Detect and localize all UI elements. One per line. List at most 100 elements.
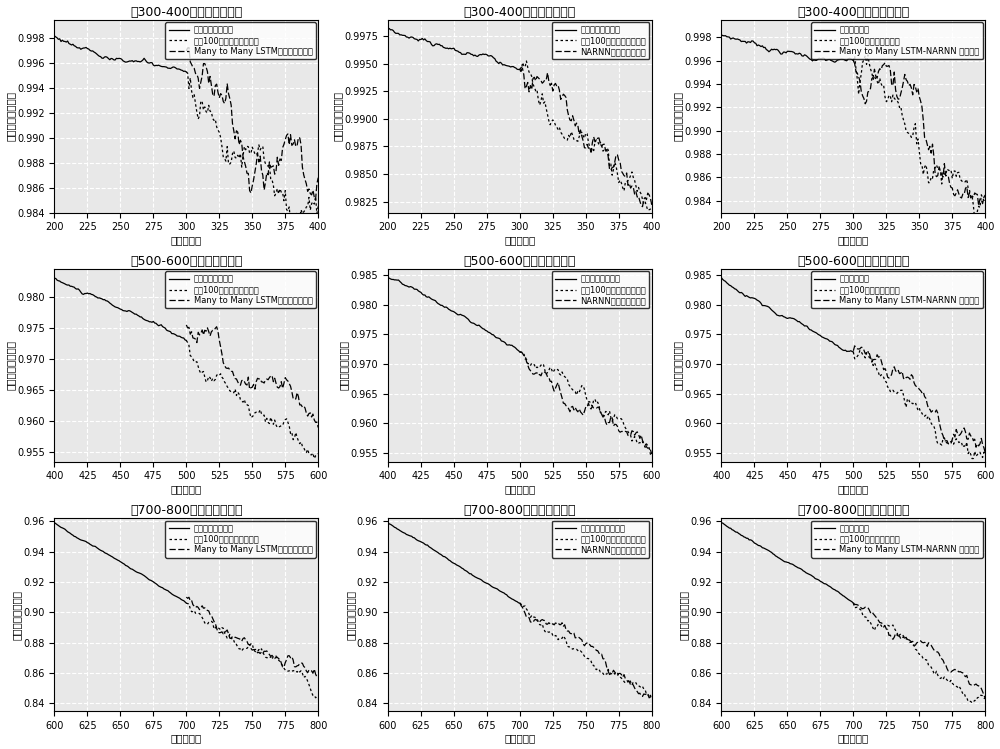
NARNN预测电池容量值 (614, 428, 626, 437)
Many to Many LSTM-NARNN 预测电容 (880, 61, 892, 70)
历史电容数据 (795, 564, 807, 573)
未来100步电容真实数据 (948, 440, 960, 449)
历史电容数据 (847, 598, 859, 607)
历史电池容量数据 (128, 565, 140, 574)
未来100步电池容量真实值 (593, 665, 605, 674)
Title: 第500-600步电池容量预测: 第500-600步电池容量预测 (797, 255, 910, 267)
未来100步电池容量真实值 (190, 100, 202, 109)
Many to Many LSTM预测电池容量值 (190, 603, 202, 612)
NARNN预测电池容量值 (614, 157, 626, 166)
未来100步电容真实数据 (847, 348, 859, 357)
未来100步电容真实数据 (979, 192, 991, 201)
X-axis label: 充放电次数: 充放电次数 (504, 485, 535, 494)
历史电容数据 (814, 331, 826, 340)
历史电池容量数据 (180, 67, 192, 76)
未来100步电池容量真实值 (279, 665, 291, 674)
历史电容数据 (725, 524, 737, 533)
历史电池容量数据 (48, 31, 60, 40)
X-axis label: 充放电次数: 充放电次数 (504, 235, 535, 245)
未来100步电池容量真实值 (259, 652, 271, 661)
NARNN预测电池容量值 (607, 422, 619, 431)
Many to Many LSTM预测电池容量值 (312, 423, 324, 432)
Many to Many LSTM预测电池容量值 (273, 654, 285, 663)
历史电容数据 (814, 577, 826, 586)
Title: 第500-600步电池容量预测: 第500-600步电池容量预测 (130, 255, 243, 267)
历史电池容量数据 (474, 322, 486, 331)
Many to Many LSTM预测电池容量值 (213, 628, 225, 637)
Line: 未来100步电池容量真实值: 未来100步电池容量真实值 (520, 603, 652, 699)
NARNN预测电池容量值 (594, 407, 606, 416)
未来100步电容真实数据 (858, 351, 870, 360)
Many to Many LSTM预测电池容量值 (213, 336, 225, 345)
Many to Many LSTM-NARNN 预测电容 (882, 373, 894, 382)
历史电池容量数据 (415, 35, 427, 44)
Many to Many LSTM-NARNN 预测电容 (857, 604, 869, 613)
未来100步电容真实数据 (966, 698, 978, 707)
未来100步电容真实数据 (882, 96, 894, 105)
未来100步电容真实数据 (857, 58, 869, 67)
历史电池容量数据 (147, 61, 159, 70)
Many to Many LSTM预测电池容量值 (180, 321, 192, 330)
Line: NARNN预测电池容量值: NARNN预测电池容量值 (520, 352, 652, 454)
Many to Many LSTM预测电池容量值 (273, 383, 285, 392)
Many to Many LSTM-NARNN 预测电容 (857, 91, 869, 100)
NARNN预测电池容量值 (607, 163, 619, 172)
未来100步电池容量真实值 (273, 189, 285, 198)
未来100步电池容量真实值 (241, 400, 253, 409)
历史电池容量盖数据 (481, 579, 493, 588)
Y-axis label: 电池容量（安时）: 电池容量（安时） (679, 589, 689, 640)
未来100步电池容量真实值 (180, 336, 192, 345)
Many to Many LSTM预测电池容量值 (259, 375, 271, 384)
历史电容数据 (715, 518, 727, 527)
Many to Many LSTM-NARNN 预测电容 (979, 449, 991, 458)
未来100步电池容量真实值 (292, 222, 304, 231)
Line: NARNN预测电池容量值: NARNN预测电池容量值 (520, 603, 652, 698)
未来100步电池容量真实值 (279, 415, 291, 424)
未来100步电池容量真实值 (606, 416, 618, 425)
Line: 历史电池容量盖数据: 历史电池容量盖数据 (388, 523, 520, 603)
NARNN预测电池容量值 (606, 669, 618, 678)
历史电容数据 (748, 539, 760, 548)
历史电池容量数据 (147, 317, 159, 326)
历史电池容量数据 (109, 554, 121, 563)
未来100步电池容量真实值 (606, 670, 618, 679)
Many to Many LSTM-NARNN 预测电容 (979, 694, 991, 703)
Line: 历史电池容量数据: 历史电池容量数据 (388, 28, 520, 70)
Legend: 历史电容数据, 未来100步电容真实数据, Many to Many LSTM-NARNN 预测电容: 历史电容数据, 未来100步电容真实数据, Many to Many LSTM-… (811, 271, 983, 309)
未来100步电池容量真实值 (308, 454, 320, 463)
未来100步电池容量真实值 (190, 357, 202, 366)
Legend: 历史电容数据, 未来100步电容真实数据, Many to Many LSTM-NARNN 预测电容: 历史电容数据, 未来100步电容真实数据, Many to Many LSTM-… (811, 22, 983, 59)
历史电容数据 (814, 54, 826, 63)
历史电容数据 (748, 294, 760, 303)
Title: 第700-800步电池容量预测: 第700-800步电池容量预测 (797, 504, 910, 517)
Many to Many LSTM-NARNN 预测电容 (909, 381, 921, 390)
历史电池容量数据 (109, 303, 121, 312)
历史电池容量数据 (141, 573, 153, 582)
未来100步电池容量真实值 (241, 142, 253, 151)
历史电容数据 (748, 38, 760, 47)
NARNN预测电池容量值 (594, 139, 606, 148)
Many to Many LSTM-NARNN 预测电容 (849, 342, 861, 351)
未来100步电池容量真实值 (613, 414, 625, 423)
历史电容数据 (795, 318, 807, 327)
未来100步电容真实数据 (862, 50, 874, 59)
Line: Many to Many LSTM预测电池容量值: Many to Many LSTM预测电池容量值 (186, 325, 318, 428)
未来100步电容真实数据 (909, 119, 921, 128)
历史电池容量数据 (141, 316, 153, 325)
历史电池容量数据 (481, 50, 493, 59)
NARNN预测电池容量值 (576, 132, 588, 141)
Y-axis label: 电池容量（安时）: 电池容量（安时） (12, 589, 22, 640)
Line: 历史电容数据: 历史电容数据 (721, 278, 853, 352)
Many to Many LSTM预测电池容量值 (191, 70, 203, 79)
未来100步电池容量真实值 (575, 646, 587, 655)
Many to Many LSTM预测电池容量值 (215, 89, 227, 98)
Line: NARNN预测电池容量值: NARNN预测电池容量值 (520, 67, 652, 207)
历史电池容量数据 (58, 524, 70, 533)
Legend: 历史电容数据, 未来100步电容真实数据, Many to Many LSTM-NARNN 预测电容: 历史电容数据, 未来100步电容真实数据, Many to Many LSTM-… (811, 521, 983, 557)
未来100步电池容量真实值 (646, 202, 658, 211)
X-axis label: 充放电次数: 充放电次数 (171, 235, 202, 245)
Line: Many to Many LSTM-NARNN 预测电容: Many to Many LSTM-NARNN 预测电容 (853, 346, 985, 453)
历史电池容量盖数据 (391, 524, 403, 533)
历史电池容量数据 (141, 58, 153, 67)
历史电池容量数据 (443, 305, 455, 314)
